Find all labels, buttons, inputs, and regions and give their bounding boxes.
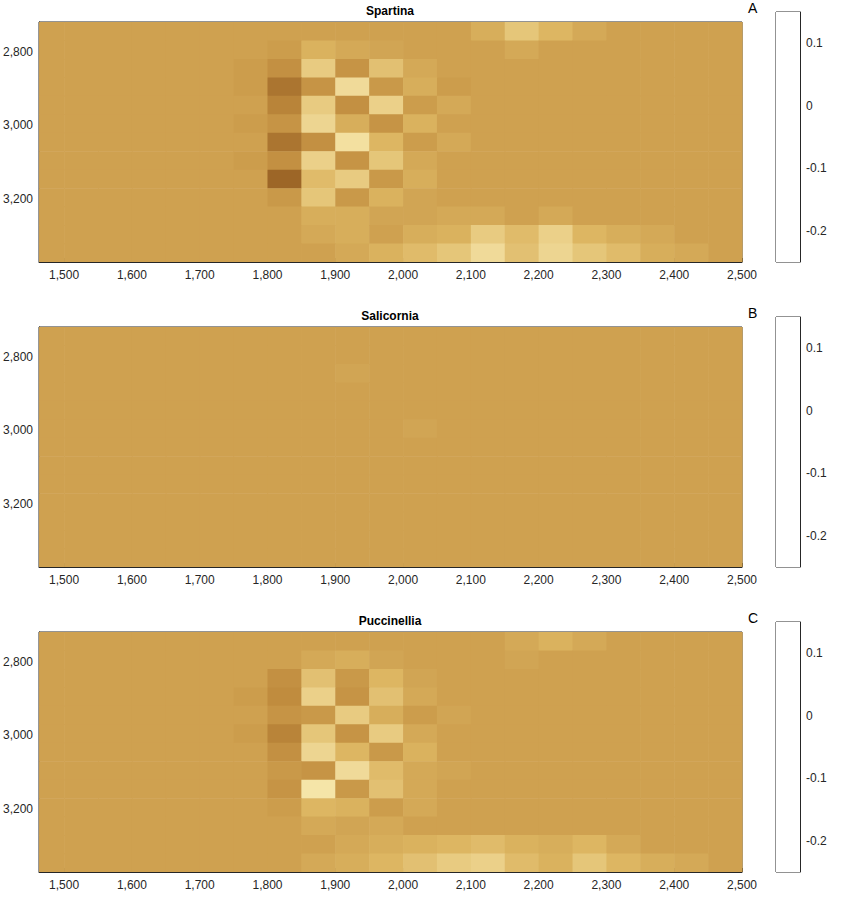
- svg-text:B: B: [748, 305, 757, 321]
- svg-text:2,500: 2,500: [727, 573, 757, 587]
- svg-text:-0.1: -0.1: [806, 161, 827, 175]
- svg-text:3,000: 3,000: [3, 728, 33, 742]
- svg-text:1,600: 1,600: [117, 878, 147, 892]
- svg-text:2,800: 2,800: [3, 45, 33, 59]
- svg-text:2,400: 2,400: [659, 268, 689, 282]
- svg-text:2,200: 2,200: [524, 573, 554, 587]
- svg-text:1,900: 1,900: [320, 878, 350, 892]
- svg-text:-0.1: -0.1: [806, 771, 827, 785]
- svg-text:2,000: 2,000: [388, 573, 418, 587]
- svg-text:1,700: 1,700: [185, 573, 215, 587]
- svg-text:Salicornia: Salicornia: [361, 309, 419, 323]
- svg-text:-0.2: -0.2: [806, 834, 827, 848]
- svg-text:3,000: 3,000: [3, 423, 33, 437]
- svg-text:2,200: 2,200: [524, 878, 554, 892]
- svg-text:3,200: 3,200: [3, 497, 33, 511]
- svg-text:A: A: [748, 0, 758, 16]
- svg-text:2,300: 2,300: [591, 573, 621, 587]
- svg-text:Puccinellia: Puccinellia: [359, 614, 422, 628]
- svg-text:-0.2: -0.2: [806, 529, 827, 543]
- svg-text:1,900: 1,900: [320, 268, 350, 282]
- svg-text:1,600: 1,600: [117, 573, 147, 587]
- svg-text:2,300: 2,300: [591, 878, 621, 892]
- svg-text:3,000: 3,000: [3, 118, 33, 132]
- svg-text:3,200: 3,200: [3, 802, 33, 816]
- svg-text:0: 0: [806, 709, 813, 723]
- svg-text:-0.1: -0.1: [806, 466, 827, 480]
- svg-text:1,800: 1,800: [252, 573, 282, 587]
- svg-text:-0.2: -0.2: [806, 224, 827, 238]
- svg-text:2,800: 2,800: [3, 655, 33, 669]
- svg-text:3,200: 3,200: [3, 192, 33, 206]
- svg-text:1,500: 1,500: [49, 573, 79, 587]
- svg-text:0: 0: [806, 404, 813, 418]
- svg-text:2,000: 2,000: [388, 878, 418, 892]
- svg-text:2,500: 2,500: [727, 268, 757, 282]
- svg-text:1,500: 1,500: [49, 878, 79, 892]
- svg-text:2,200: 2,200: [524, 268, 554, 282]
- svg-text:1,600: 1,600: [117, 268, 147, 282]
- svg-text:2,800: 2,800: [3, 350, 33, 364]
- svg-text:1,800: 1,800: [252, 878, 282, 892]
- svg-text:1,500: 1,500: [49, 268, 79, 282]
- svg-text:1,800: 1,800: [252, 268, 282, 282]
- svg-text:2,400: 2,400: [659, 878, 689, 892]
- svg-text:2,100: 2,100: [456, 268, 486, 282]
- svg-text:2,000: 2,000: [388, 268, 418, 282]
- svg-text:0.1: 0.1: [806, 646, 823, 660]
- svg-text:C: C: [748, 610, 758, 626]
- svg-text:0.1: 0.1: [806, 341, 823, 355]
- svg-text:2,100: 2,100: [456, 878, 486, 892]
- svg-text:1,700: 1,700: [185, 268, 215, 282]
- svg-text:0.1: 0.1: [806, 36, 823, 50]
- svg-text:2,400: 2,400: [659, 573, 689, 587]
- svg-text:1,700: 1,700: [185, 878, 215, 892]
- svg-text:0: 0: [806, 99, 813, 113]
- svg-text:1,900: 1,900: [320, 573, 350, 587]
- svg-text:Spartina: Spartina: [366, 4, 414, 18]
- svg-text:2,100: 2,100: [456, 573, 486, 587]
- svg-text:2,500: 2,500: [727, 878, 757, 892]
- svg-text:2,300: 2,300: [591, 268, 621, 282]
